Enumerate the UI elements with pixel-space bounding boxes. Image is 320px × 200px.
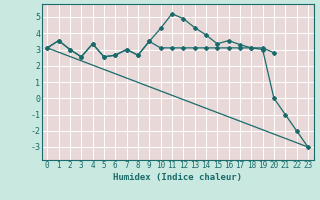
X-axis label: Humidex (Indice chaleur): Humidex (Indice chaleur) bbox=[113, 173, 242, 182]
